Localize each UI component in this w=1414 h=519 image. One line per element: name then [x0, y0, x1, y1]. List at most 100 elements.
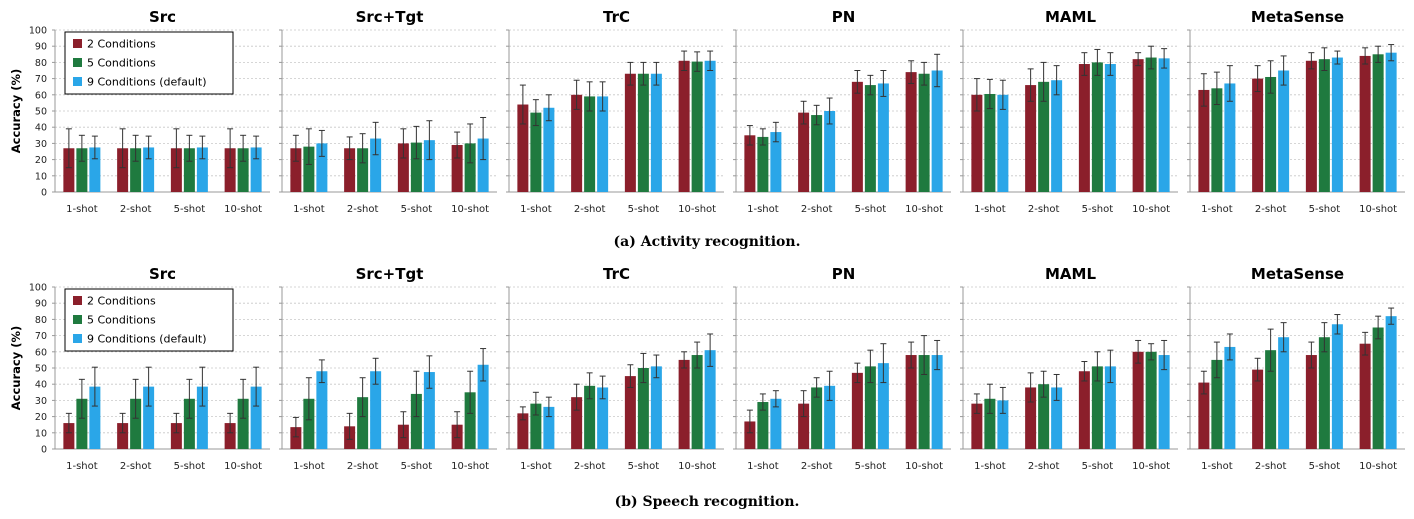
- bar: [691, 61, 703, 193]
- bar: [1025, 85, 1037, 192]
- bar: [584, 96, 596, 192]
- y-tick-label: 80: [35, 58, 47, 69]
- x-tick-label: 10-shot: [905, 204, 943, 215]
- bar: [477, 364, 489, 449]
- x-tick-label: 5-shot: [1082, 461, 1114, 472]
- panel-trc: TrC 1-shot 2-shot 5-shot 10-shot: [506, 8, 724, 215]
- bar: [543, 107, 555, 192]
- panel-title: TrC: [603, 265, 630, 283]
- panel-src: Src 1-shot 2-shot 5-shot 10-shot 2 Conditions…: [52, 265, 270, 472]
- legend-label: 9 Conditions (default): [87, 76, 207, 89]
- bar: [89, 386, 101, 449]
- bar: [1038, 384, 1050, 449]
- bar: [1198, 89, 1210, 192]
- x-tick-label: 5-shot: [628, 461, 660, 472]
- bar: [624, 376, 636, 449]
- y-tick-label: 20: [35, 412, 47, 423]
- y-tick-label: 70: [35, 331, 47, 342]
- bar: [237, 148, 249, 192]
- panel-title: TrC: [603, 8, 630, 26]
- x-tick-label: 1-shot: [293, 204, 325, 215]
- bar: [624, 73, 636, 192]
- bar: [1252, 78, 1264, 192]
- y-tick-label: 40: [35, 123, 47, 134]
- bar: [597, 387, 609, 449]
- x-tick-label: 2-shot: [801, 461, 833, 472]
- caption: (b) Speech recognition.: [615, 494, 800, 510]
- bar: [397, 143, 409, 192]
- bar: [1385, 316, 1397, 449]
- bar: [183, 398, 195, 449]
- bar: [971, 403, 983, 449]
- bar: [757, 136, 769, 192]
- bar: [584, 385, 596, 449]
- y-axis-label: Accuracy (%): [9, 326, 23, 411]
- bar: [811, 115, 823, 192]
- bar: [130, 148, 142, 192]
- x-tick-label: 2-shot: [801, 204, 833, 215]
- bar: [1132, 351, 1144, 449]
- bar: [290, 148, 302, 192]
- bar: [370, 371, 382, 449]
- bar: [851, 372, 863, 449]
- bar: [63, 423, 75, 449]
- x-tick-label: 2-shot: [120, 204, 152, 215]
- bar: [597, 96, 609, 192]
- bar: [1359, 55, 1371, 192]
- bar: [423, 372, 435, 449]
- panel-pn: PN 1-shot 2-shot 5-shot 10-shot: [733, 8, 951, 215]
- y-tick-label: 60: [35, 347, 47, 358]
- bar: [1252, 369, 1264, 449]
- legend-swatch: [73, 39, 82, 48]
- x-tick-label: 5-shot: [401, 204, 433, 215]
- bar: [224, 148, 236, 192]
- panel-src-tgt: Src+Tgt 1-shot 2-shot 5-shot 10-shot: [279, 8, 497, 215]
- bar: [1145, 351, 1157, 449]
- bar: [1104, 64, 1116, 192]
- bar: [918, 73, 930, 192]
- x-tick-label: 5-shot: [1309, 461, 1341, 472]
- x-tick-label: 10-shot: [451, 461, 489, 472]
- panel-title: Src+Tgt: [356, 265, 424, 283]
- legend-label: 5 Conditions: [87, 314, 156, 327]
- bar: [1359, 343, 1371, 449]
- x-tick-label: 10-shot: [1359, 461, 1397, 472]
- bar: [650, 366, 662, 449]
- bar: [984, 93, 996, 192]
- bar: [905, 355, 917, 449]
- bar: [451, 145, 463, 192]
- x-tick-label: 10-shot: [1132, 461, 1170, 472]
- x-tick-label: 10-shot: [1359, 204, 1397, 215]
- panel-title: MAML: [1045, 265, 1096, 283]
- bar: [1104, 366, 1116, 449]
- x-tick-label: 2-shot: [347, 461, 379, 472]
- x-tick-label: 2-shot: [574, 461, 606, 472]
- bar: [143, 386, 155, 449]
- panel-title: Src: [149, 265, 176, 283]
- legend-swatch: [73, 58, 82, 67]
- chart-0: Accuracy (%) 0 10 20 30 40 50 60 70 80 90 100 Src 1-s…: [9, 8, 1405, 250]
- panel-title: Src+Tgt: [356, 8, 424, 26]
- bar: [571, 397, 583, 449]
- bar: [637, 73, 649, 192]
- bar: [864, 85, 876, 192]
- y-tick-label: 100: [29, 283, 47, 294]
- x-tick-label: 10-shot: [905, 461, 943, 472]
- x-tick-label: 1-shot: [66, 461, 98, 472]
- x-tick-label: 2-shot: [1255, 461, 1287, 472]
- panel-src-tgt: Src+Tgt 1-shot 2-shot 5-shot 10-shot: [279, 265, 497, 472]
- bar: [530, 403, 542, 449]
- bar: [704, 350, 716, 449]
- x-tick-label: 10-shot: [1132, 204, 1170, 215]
- bar: [678, 60, 690, 192]
- bar: [76, 148, 88, 192]
- bar: [798, 112, 810, 192]
- bar: [1305, 355, 1317, 449]
- legend-swatch: [73, 296, 82, 305]
- bar: [757, 402, 769, 449]
- legend: [64, 288, 234, 352]
- y-tick-label: 60: [35, 90, 47, 101]
- bar: [864, 366, 876, 449]
- panel-trc: TrC 1-shot 2-shot 5-shot 10-shot: [506, 265, 724, 472]
- panel-metasense: MetaSense 1-shot 2-shot 5-shot 10-shot: [1187, 8, 1405, 215]
